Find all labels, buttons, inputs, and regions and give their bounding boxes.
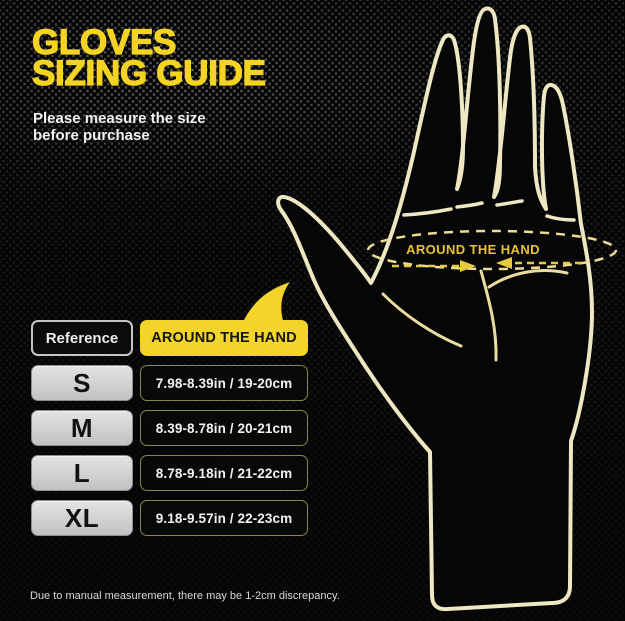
subtitle-line2: before purchase	[33, 126, 150, 144]
page-title-line2: SIZING GUIDE	[31, 54, 266, 93]
range-cell-m: 8.39-8.78in / 20-21cm	[140, 410, 308, 446]
disclaimer: Due to manual measurement, there may be …	[30, 590, 340, 602]
subtitle-line1: Please measure the size	[33, 110, 206, 127]
size-cell-m: M	[31, 410, 133, 446]
range-cell-s: 7.98-8.39in / 19-20cm	[140, 365, 308, 401]
range-cell-l: 8.78-9.18in / 21-22cm	[140, 455, 308, 491]
size-cell-s: S	[31, 365, 133, 401]
range-cell-xl: 9.18-9.57in / 22-23cm	[140, 500, 308, 536]
size-cell-l: L	[31, 455, 133, 491]
page-title-line1: GLOVES	[31, 23, 177, 62]
measure-header-cell: AROUND THE HAND	[140, 320, 308, 356]
page-title: GLOVES SIZING GUIDE	[31, 23, 266, 93]
subtitle: Please measure the size before purchase	[33, 110, 206, 144]
size-table: Reference AROUND THE HAND S 7.98-8.39in …	[31, 320, 308, 536]
reference-header-cell: Reference	[31, 320, 133, 356]
size-cell-xl: XL	[31, 500, 133, 536]
